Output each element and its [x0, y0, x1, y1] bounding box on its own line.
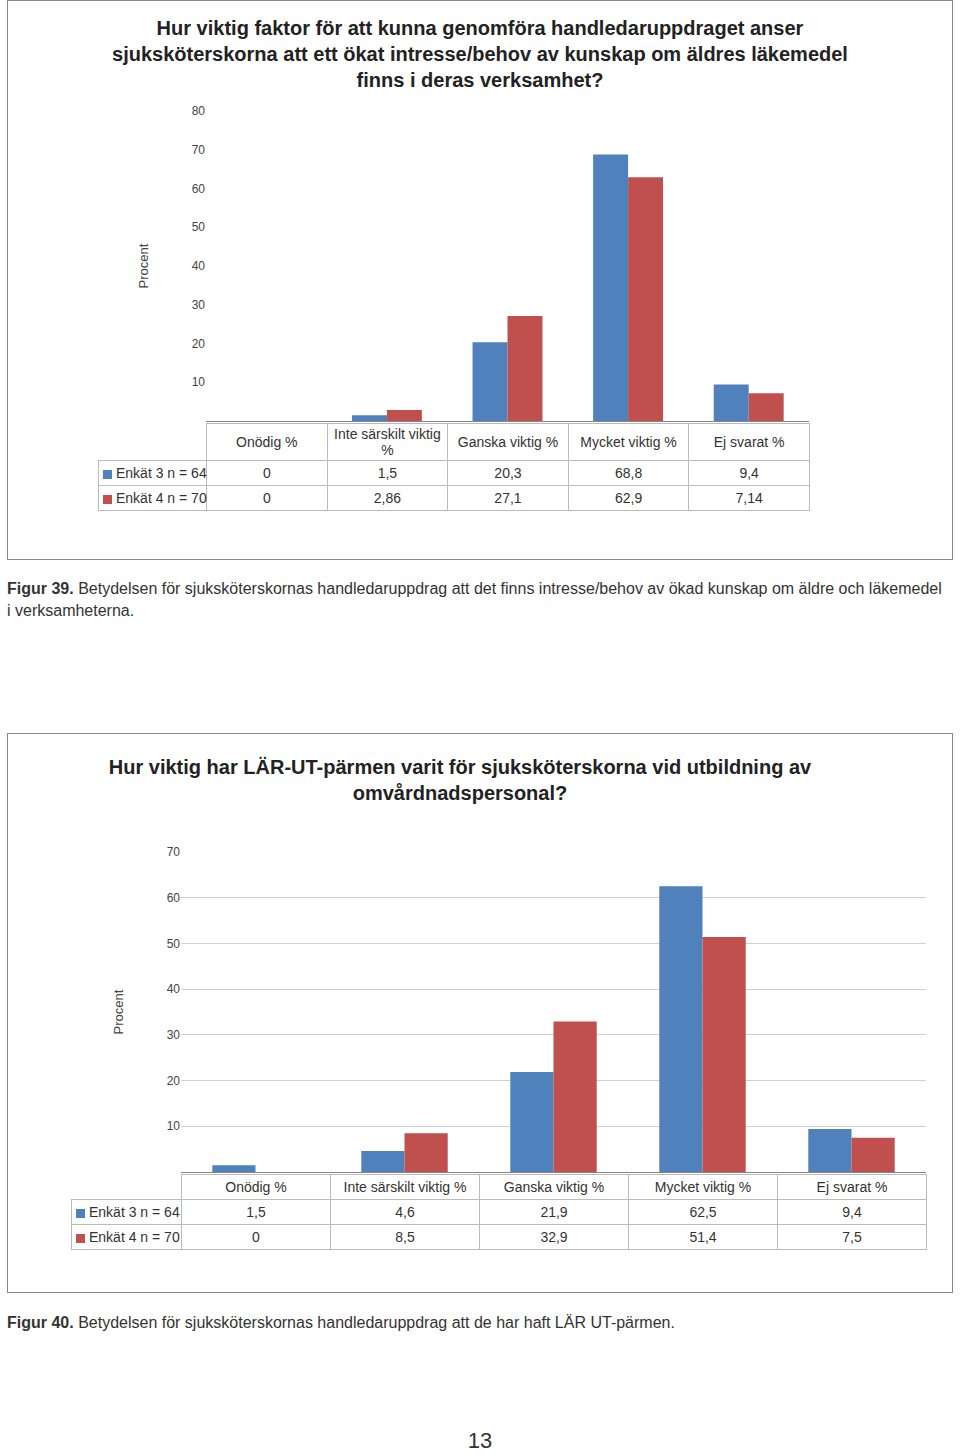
html-text:Ej svarat %: Ej svarat % [713, 434, 785, 450]
html-text:62,5: 62,5 [689, 1204, 717, 1220]
html-text:Enkät 3 n = 64: Enkät 3 n = 64 [89, 1204, 180, 1220]
svg-text:30: 30 [192, 298, 206, 312]
html-text:Hur viktig faktor för att kunn: Hur viktig faktor för att kunna genomför… [112, 17, 848, 91]
svg-text:20: 20 [192, 337, 206, 351]
html-text:Mycket viktig %: Mycket viktig % [580, 434, 677, 450]
html-text:1,5: 1,5 [377, 465, 398, 481]
html-text:Onödig %: Onödig % [236, 434, 298, 450]
html-text:13: 13 [467, 1428, 493, 1453]
svg-text:10: 10 [192, 375, 206, 389]
html-text:Figur 39. Betydelsen för sjuks: Figur 39. Betydelsen för sjuksköterskorn… [7, 580, 942, 619]
svg-text:Procent: Procent [111, 989, 126, 1034]
html-text:7,14: 7,14 [735, 490, 763, 506]
html-text:51,4: 51,4 [689, 1229, 717, 1245]
html-text:27,1: 27,1 [494, 490, 522, 506]
svg-text:40: 40 [192, 259, 206, 273]
svg-text:60: 60 [167, 891, 181, 905]
svg-text:30: 30 [167, 1028, 181, 1042]
html-text:68,8: 68,8 [615, 465, 643, 481]
svg-text:70: 70 [167, 845, 181, 859]
svg-text:50: 50 [192, 220, 206, 234]
svg-text:40: 40 [167, 982, 181, 996]
svg-text:80: 80 [192, 104, 206, 118]
html-text:0: 0 [252, 1229, 260, 1245]
html-text:0: 0 [262, 465, 271, 481]
svg-text:Procent: Procent [136, 243, 151, 288]
html-text:62,9: 62,9 [615, 490, 643, 506]
html-text:Hur viktig har LÄR-UT-pärmen v: Hur viktig har LÄR-UT-pärmen varit för s… [108, 756, 812, 804]
html-text:9,4: 9,4 [739, 465, 759, 481]
html-text:Onödig %: Onödig % [225, 1179, 287, 1195]
html-text:Ej svarat %: Ej svarat % [816, 1179, 888, 1195]
html-text:Enkät 4 n = 70: Enkät 4 n = 70 [116, 490, 207, 506]
html-text:Figur 40. Betydelsen för sjuks: Figur 40. Betydelsen för sjuksköterskorn… [7, 1314, 675, 1331]
html-text:Inte särskilt viktig %: Inte särskilt viktig % [343, 1179, 467, 1195]
html-text:Inte särskilt viktig %: Inte särskilt viktig % [334, 426, 441, 458]
html-text:Enkät 4 n = 70: Enkät 4 n = 70 [89, 1229, 180, 1245]
html-text:1,5: 1,5 [246, 1204, 266, 1220]
html-text:4,6: 4,6 [395, 1204, 415, 1220]
html-text:21,9: 21,9 [540, 1204, 568, 1220]
html-text:Ganska viktig %: Ganska viktig % [503, 1179, 605, 1195]
html-text:Ganska viktig %: Ganska viktig % [457, 434, 559, 450]
html-text:Mycket viktig %: Mycket viktig % [654, 1179, 752, 1195]
html-text:2,86: 2,86 [373, 490, 401, 506]
html-text:Enkät 3 n = 64: Enkät 3 n = 64 [116, 465, 207, 481]
html-text:20,3: 20,3 [494, 465, 522, 481]
html-text:9,4: 9,4 [842, 1204, 862, 1220]
html-text:32,9: 32,9 [540, 1229, 568, 1245]
html-text:0: 0 [262, 490, 271, 506]
svg-text:10: 10 [167, 1119, 181, 1133]
html-text:8,5: 8,5 [395, 1229, 415, 1245]
svg-text:20: 20 [167, 1074, 181, 1088]
svg-text:60: 60 [192, 182, 206, 196]
svg-text:70: 70 [192, 143, 206, 157]
svg-text:50: 50 [167, 937, 181, 951]
html-text:7,5: 7,5 [842, 1229, 862, 1245]
